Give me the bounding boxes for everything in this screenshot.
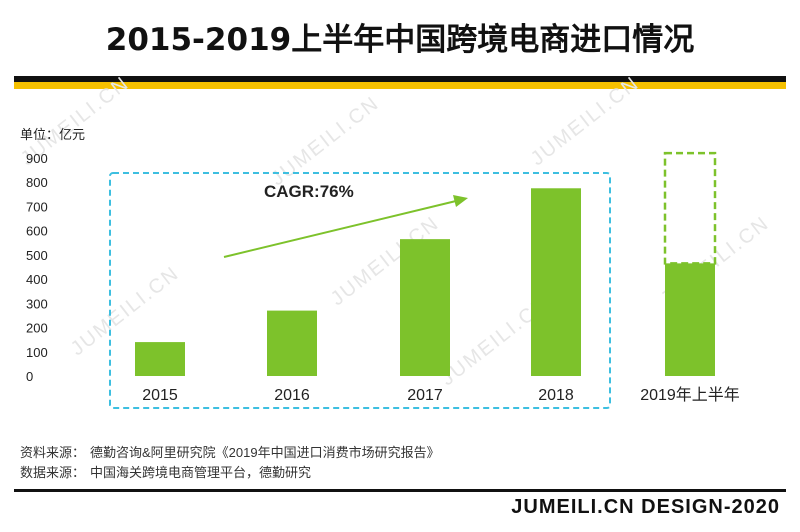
y-tick-label: 100 (26, 345, 48, 360)
footer-divider (14, 489, 786, 492)
source-line-2: 数据来源： 中国海关跨境电商管理平台，德勤研究 (20, 463, 440, 483)
source-label: 数据来源： (20, 465, 86, 480)
page-title: 2015-2019上半年中国跨境电商进口情况 (105, 22, 695, 58)
y-tick-label: 800 (26, 175, 48, 190)
source-text: 德勤咨询&阿里研究院《2019年中国进口消费市场研究报告》 (90, 445, 440, 460)
y-tick-label: 0 (26, 369, 33, 384)
projected-bar-outline (663, 151, 717, 265)
cagr-annotation: CAGR:76% (264, 182, 354, 201)
source-line-1: 资料来源： 德勤咨询&阿里研究院《2019年中国进口消费市场研究报告》 (20, 443, 440, 463)
y-tick-label: 300 (26, 296, 48, 311)
y-axis-ticks: 0 100 200 300 400 500 600 700 800 900 (26, 151, 48, 384)
x-axis-labels: 2015 2016 2017 2018 2019年上半年 (142, 386, 740, 404)
bar-2017 (400, 239, 450, 376)
y-tick-label: 500 (26, 248, 48, 263)
y-tick-label: 700 (26, 199, 48, 214)
unit-label: 单位：亿元 (20, 127, 86, 142)
y-tick-label: 600 (26, 224, 48, 239)
x-tick-label: 2017 (407, 387, 443, 404)
y-tick-label: 900 (26, 151, 48, 166)
bar-2015 (135, 342, 185, 376)
x-tick-label: 2018 (538, 387, 574, 404)
bar-2019年上半年 (665, 263, 715, 376)
y-tick-label: 200 (26, 321, 48, 336)
bars (135, 151, 717, 376)
x-tick-label: 2019年上半年 (640, 386, 740, 404)
cagr-arrow (223, 200, 457, 258)
y-tick-label: 400 (26, 272, 48, 287)
x-tick-label: 2016 (274, 387, 310, 404)
footer-credit: JUMEILI.CN DESIGN-2020 (511, 496, 780, 518)
source-notes: 资料来源： 德勤咨询&阿里研究院《2019年中国进口消费市场研究报告》 数据来源：… (20, 443, 440, 483)
source-label: 资料来源： (20, 445, 86, 460)
x-tick-label: 2015 (142, 387, 178, 404)
bar-2018 (531, 188, 581, 376)
title-accent-bar (14, 82, 786, 89)
cagr-arrowhead (453, 195, 468, 207)
title-divider (14, 76, 786, 82)
source-text: 中国海关跨境电商管理平台，德勤研究 (90, 465, 312, 480)
bar-2016 (267, 310, 317, 376)
highlight-box (109, 172, 611, 409)
